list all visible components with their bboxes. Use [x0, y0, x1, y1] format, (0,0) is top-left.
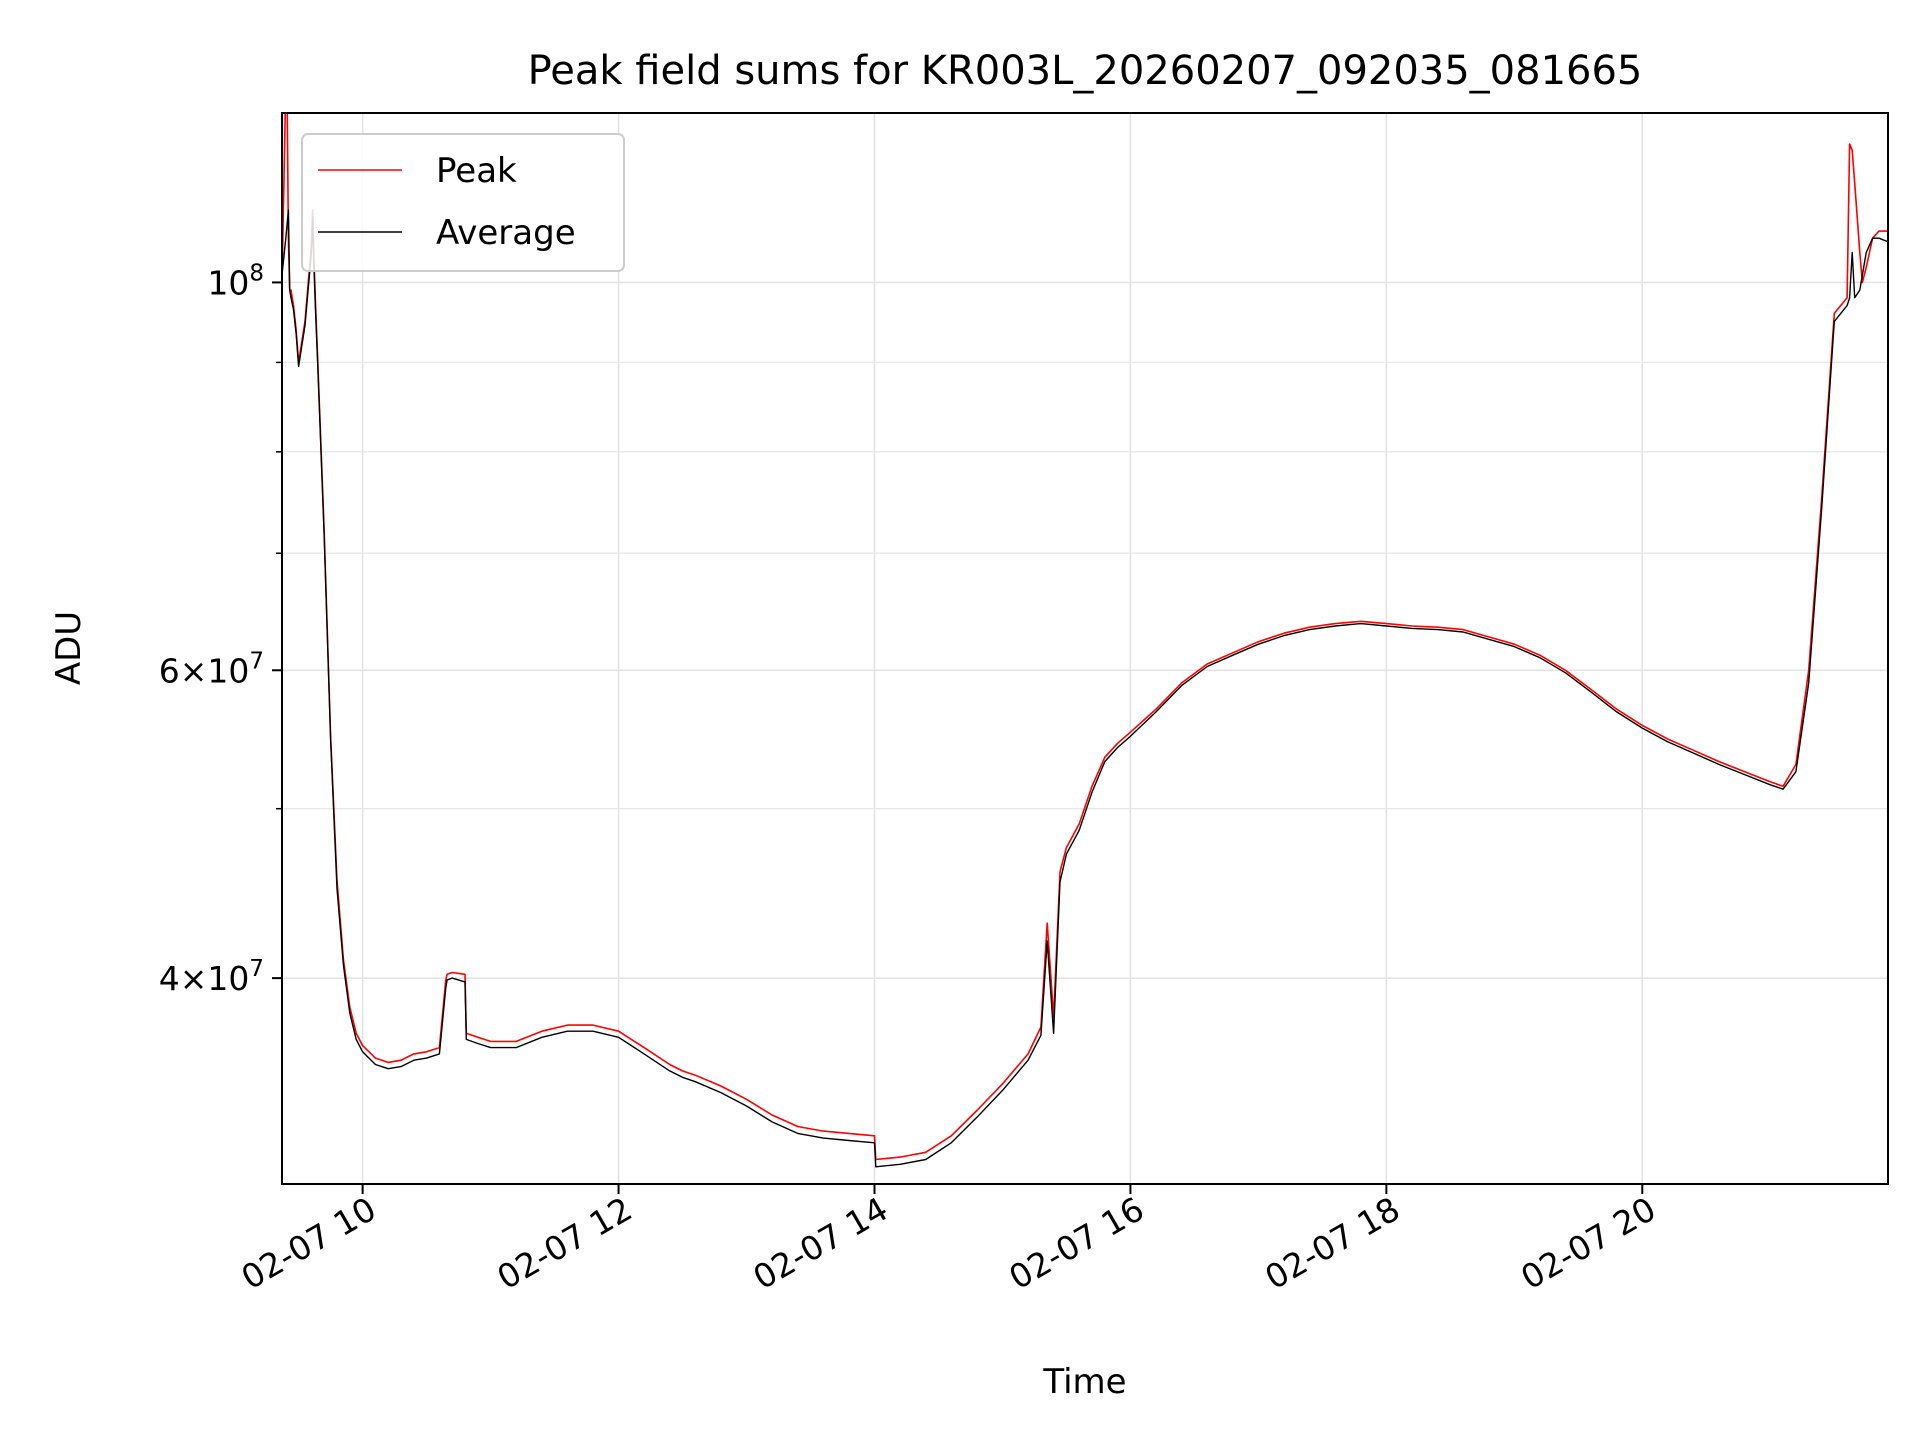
- plot-frame: [281, 112, 1889, 1185]
- legend: Peak Average: [301, 133, 625, 272]
- y-tick-label-exponent: 8: [249, 260, 264, 286]
- y-tick-label-exponent: 7: [249, 956, 264, 982]
- y-tick-label-mantissa: 4×: [159, 959, 208, 998]
- legend-label-average: Average: [436, 213, 576, 253]
- series-line-average: [282, 209, 1888, 1168]
- legend-box: [301, 133, 625, 272]
- chart-title: Peak field sums for KR003L_20260207_0920…: [528, 48, 1643, 94]
- x-axis-label: Time: [1042, 1362, 1126, 1402]
- y-tick-label-base: 10: [207, 651, 249, 690]
- y-axis-label: ADU: [49, 611, 89, 685]
- legend-label-peak: Peak: [436, 151, 517, 191]
- y-tick-label: 108: [207, 260, 264, 302]
- y-tick-label-base: 10: [207, 959, 249, 998]
- y-tick-label: 4×107: [159, 956, 264, 998]
- tick-marks: [272, 281, 1644, 1194]
- y-tick-label-exponent: 7: [249, 648, 264, 674]
- y-tick-label: 6×107: [159, 648, 264, 690]
- series-layer: [282, 113, 1888, 1168]
- y-tick-label-base: 10: [207, 263, 249, 302]
- y-tick-label-mantissa: 6×: [159, 651, 208, 690]
